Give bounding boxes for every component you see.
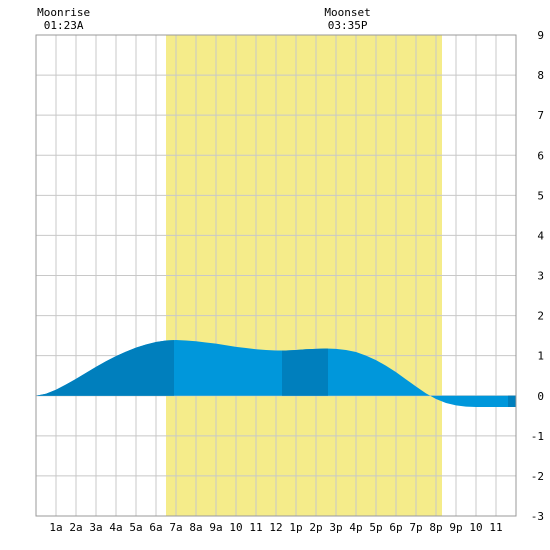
y-tick-label: -1	[531, 430, 544, 443]
y-axis-ticks: -3 -2 -1 0 1 2 3 4 5 6 7 8 9	[531, 29, 545, 523]
x-tick-label: 3p	[329, 521, 342, 534]
x-tick-label: 6p	[389, 521, 402, 534]
x-tick-label: 11	[489, 521, 502, 534]
x-tick-label: 2p	[309, 521, 322, 534]
x-tick-label: 10	[469, 521, 482, 534]
moonrise-label: Moonrise	[37, 6, 90, 19]
x-tick-label: 9a	[209, 521, 222, 534]
moon-labels: Moonrise 01:23A Moonset 03:35P	[37, 6, 371, 32]
y-tick-label: 4	[537, 229, 544, 242]
grid-layer	[36, 35, 516, 516]
x-tick-label: 3a	[89, 521, 102, 534]
x-tick-label: 8p	[429, 521, 442, 534]
y-tick-label: 8	[537, 69, 544, 82]
x-tick-label: 5p	[369, 521, 382, 534]
moonrise-time: 01:23A	[44, 19, 84, 32]
x-tick-label: 4a	[109, 521, 122, 534]
y-tick-label: -3	[531, 510, 544, 523]
y-tick-label: 1	[537, 350, 544, 363]
x-tick-label: 8a	[189, 521, 202, 534]
x-tick-label: 4p	[349, 521, 362, 534]
plot-frame	[35, 34, 517, 517]
moonset-label: Moonset	[324, 6, 370, 19]
y-tick-label: 9	[537, 29, 544, 42]
y-tick-label: 6	[537, 149, 544, 162]
x-tick-label: 1p	[289, 521, 302, 534]
y-tick-label: -2	[531, 470, 544, 483]
y-tick-label: 5	[537, 189, 544, 202]
x-tick-label: 2a	[69, 521, 82, 534]
x-axis-ticks: 1a 2a 3a 4a 5a 6a 7a 8a 9a 10 11 12 1p 2p 3p 4p 5p 6p 7p 8p…	[49, 521, 502, 534]
x-tick-label: 7p	[409, 521, 422, 534]
y-tick-label: 0	[537, 390, 544, 403]
x-tick-label: 12	[269, 521, 282, 534]
y-tick-label: 7	[537, 109, 544, 122]
moonset-time: 03:35P	[328, 19, 368, 32]
x-tick-label: 5a	[129, 521, 142, 534]
y-tick-label: 2	[537, 310, 544, 323]
x-tick-label: 6a	[149, 521, 162, 534]
x-tick-label: 11	[249, 521, 262, 534]
x-tick-label: 10	[229, 521, 242, 534]
y-tick-label: 3	[537, 270, 544, 283]
x-tick-label: 7a	[169, 521, 182, 534]
x-tick-label: 1a	[49, 521, 62, 534]
x-tick-label: 9p	[449, 521, 462, 534]
